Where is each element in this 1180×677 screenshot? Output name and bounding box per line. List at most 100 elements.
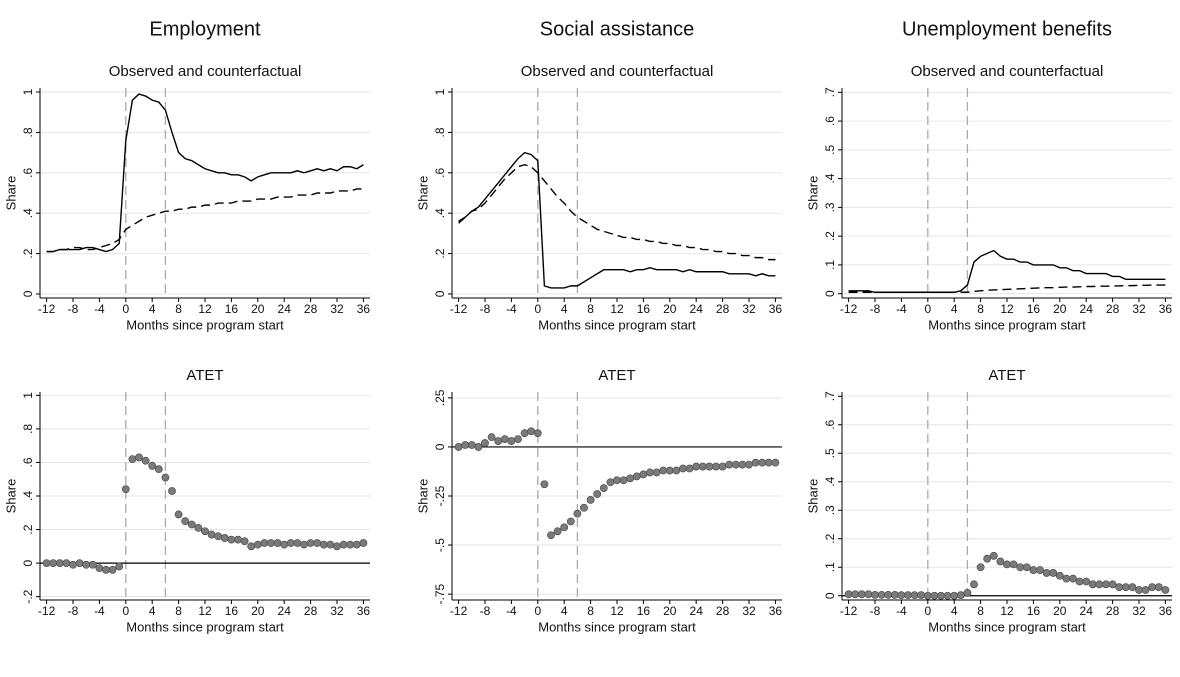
- point: [1022, 563, 1031, 572]
- x-tick-label: -8: [870, 604, 881, 618]
- y-tick-label: .4: [21, 208, 35, 218]
- point: [712, 462, 720, 471]
- point: [844, 590, 853, 599]
- series-line: [848, 249, 1166, 293]
- x-tick-label: 36: [1159, 302, 1173, 316]
- point: [135, 453, 143, 462]
- point: [725, 460, 734, 469]
- x-tick-label: -8: [870, 302, 881, 316]
- point: [339, 540, 348, 549]
- point: [652, 468, 661, 477]
- point: [82, 560, 91, 569]
- point: [306, 539, 315, 547]
- x-tick-label: 20: [1053, 604, 1067, 618]
- point: [851, 590, 860, 599]
- y-tick-label: .1: [823, 260, 837, 270]
- point: [871, 590, 879, 599]
- x-tick-label: 8: [587, 604, 594, 618]
- x-tick-label: 36: [1159, 604, 1173, 618]
- point: [69, 560, 77, 569]
- y-tick-label: .2: [21, 524, 35, 534]
- point: [659, 466, 668, 475]
- point: [1141, 586, 1150, 594]
- x-tick-label: 28: [304, 604, 318, 618]
- x-tick-label: -8: [480, 604, 491, 618]
- x-tick-label: 4: [951, 302, 958, 316]
- point: [1082, 577, 1091, 586]
- y-axis-title: Share: [805, 176, 820, 211]
- point: [560, 523, 569, 532]
- point: [632, 472, 641, 481]
- y-tick-label: .4: [823, 476, 837, 486]
- x-tick-label: -12: [38, 604, 56, 618]
- point: [930, 591, 939, 600]
- x-tick-label: -4: [506, 604, 517, 618]
- x-tick-label: 24: [1080, 302, 1094, 316]
- x-tick-label: 12: [198, 604, 212, 618]
- y-tick-label: .2: [823, 533, 837, 543]
- point: [1036, 566, 1044, 574]
- x-tick-label: -12: [450, 604, 468, 618]
- series-line: [46, 93, 364, 253]
- point: [626, 474, 635, 483]
- y-axis-title: Share: [805, 479, 820, 514]
- y-tick-label: .2: [823, 231, 837, 241]
- point: [606, 478, 615, 487]
- point: [672, 466, 681, 475]
- point: [745, 460, 753, 469]
- point: [181, 517, 190, 526]
- y-tick-label: -.25: [433, 485, 447, 506]
- x-tick-label: 28: [304, 302, 318, 316]
- point: [1128, 583, 1137, 592]
- point: [996, 557, 1005, 566]
- point: [1049, 569, 1058, 577]
- point: [220, 534, 229, 542]
- x-axis-title: Months since program start: [538, 317, 696, 332]
- y-tick-label: .6: [823, 419, 837, 429]
- column-title: Unemployment benefits: [902, 18, 1112, 40]
- point: [553, 527, 562, 536]
- point: [956, 591, 965, 600]
- x-tick-label: 16: [637, 302, 651, 316]
- x-tick-label: -4: [896, 302, 907, 316]
- point: [1115, 583, 1124, 592]
- point: [910, 591, 919, 600]
- point: [1161, 586, 1170, 594]
- point: [474, 443, 483, 451]
- point: [1062, 574, 1071, 583]
- point: [214, 532, 223, 541]
- x-tick-label: 20: [251, 302, 265, 316]
- x-tick-label: -12: [840, 302, 858, 316]
- point: [547, 531, 555, 540]
- y-tick-label: .5: [823, 448, 837, 458]
- point: [42, 559, 51, 567]
- point: [970, 580, 978, 589]
- point: [174, 510, 183, 519]
- x-tick-label: 12: [198, 302, 212, 316]
- point: [500, 435, 509, 443]
- point: [148, 461, 157, 470]
- point: [573, 509, 582, 518]
- x-tick-label: 8: [175, 604, 182, 618]
- x-tick-label: 20: [663, 604, 677, 618]
- point: [62, 559, 71, 567]
- point: [679, 464, 687, 473]
- y-tick-label: 0: [21, 559, 35, 566]
- x-tick-label: 8: [977, 604, 984, 618]
- x-tick-label: 36: [769, 604, 783, 618]
- panel-title: Observed and counterfactual: [521, 63, 714, 80]
- point: [108, 565, 117, 574]
- point: [1042, 569, 1051, 577]
- point: [989, 551, 998, 560]
- x-tick-label: 32: [742, 604, 756, 618]
- point: [280, 540, 289, 549]
- x-tick-label: -4: [94, 604, 105, 618]
- y-axis-title: Share: [415, 176, 430, 211]
- point: [580, 503, 588, 512]
- y-tick-label: .7: [823, 87, 837, 97]
- point: [313, 539, 322, 547]
- point: [454, 443, 463, 451]
- point: [326, 540, 335, 549]
- y-tick-label: 1: [21, 88, 35, 95]
- y-tick-label: .6: [21, 457, 35, 467]
